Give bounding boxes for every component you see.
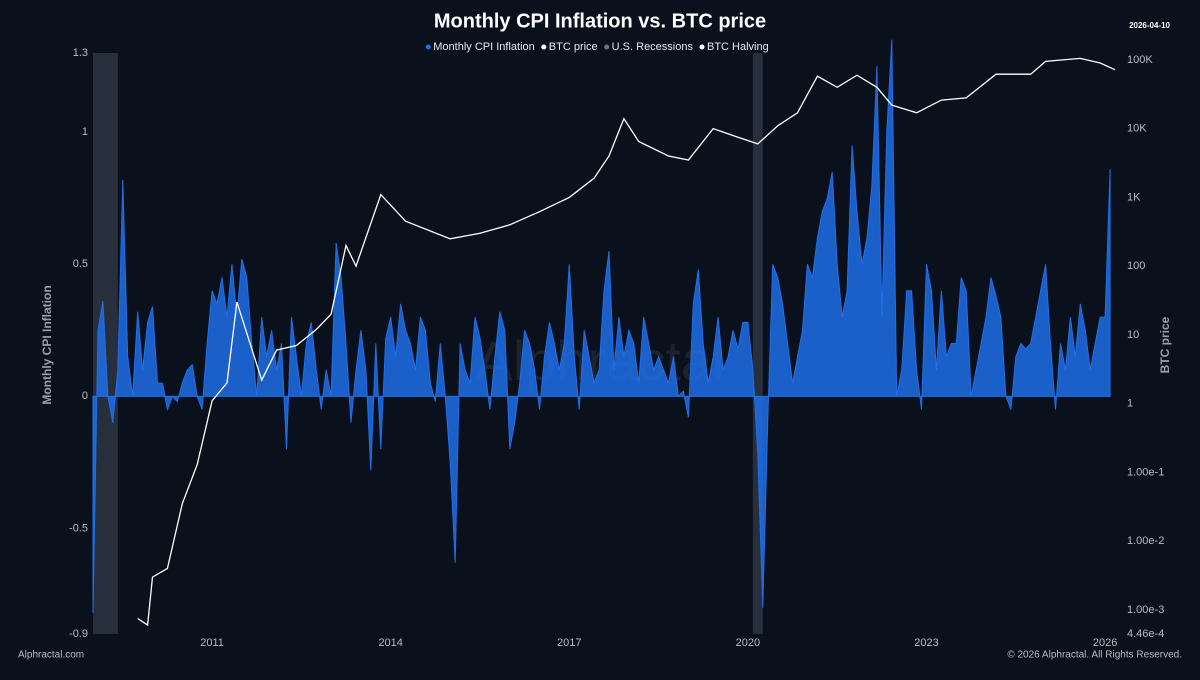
x-tick-label: 2023 [914,637,938,649]
btc-line [137,57,1116,627]
legend-marker [425,44,431,50]
legend-marker [699,44,705,50]
footer-left: Alphractal.com [18,650,84,661]
y2-tick-label: 1K [1127,191,1141,203]
x-tick-label: 2017 [557,637,581,649]
date: 2026-04-10 [1129,21,1170,30]
y2-tick-label: 100 [1127,260,1145,272]
y-tick-label: 0 [82,390,88,402]
y2-tick-label: 10 [1127,329,1139,341]
x-tick-label: 2011 [200,637,224,649]
y2-axis-label: BTC price [1158,316,1172,373]
cpi-area [92,39,1111,613]
legend-label: BTC price [549,41,598,53]
recession-band [752,53,763,634]
legend-label: BTC Halving [707,41,769,53]
x-tick-label: 2020 [736,637,760,649]
y2-tick-label: 1.00e-3 [1127,604,1164,616]
footer-right: © 2026 Alphractal. All Rights Reserved. [1007,650,1182,661]
y-tick-label: -0.9 [69,628,88,640]
legend-label: U.S. Recessions [612,41,694,53]
y2-tick-label: 1.00e-1 [1127,466,1164,478]
legend-label: Monthly CPI Inflation [433,41,535,53]
y-tick-label: 1.3 [73,47,88,59]
x-tick-label: 2014 [378,637,402,649]
legend-marker [604,44,610,50]
y-axis-label: Monthly CPI Inflation [40,285,54,404]
legend-marker [541,44,547,50]
y2-tick-label: 4.46e-4 [1127,628,1164,640]
y2-tick-label: 1.00e-2 [1127,535,1164,547]
y2-tick-label: 100K [1127,54,1153,66]
y2-tick-label: 10K [1127,123,1147,135]
chart-title: Monthly CPI Inflation vs. BTC price [434,10,766,32]
y-tick-label: -0.5 [69,522,88,534]
y2-tick-label: 1 [1127,398,1133,410]
x-tick-label: 2026 [1093,637,1117,649]
y-tick-label: 0.5 [73,258,88,270]
y-tick-label: 1 [82,126,88,138]
